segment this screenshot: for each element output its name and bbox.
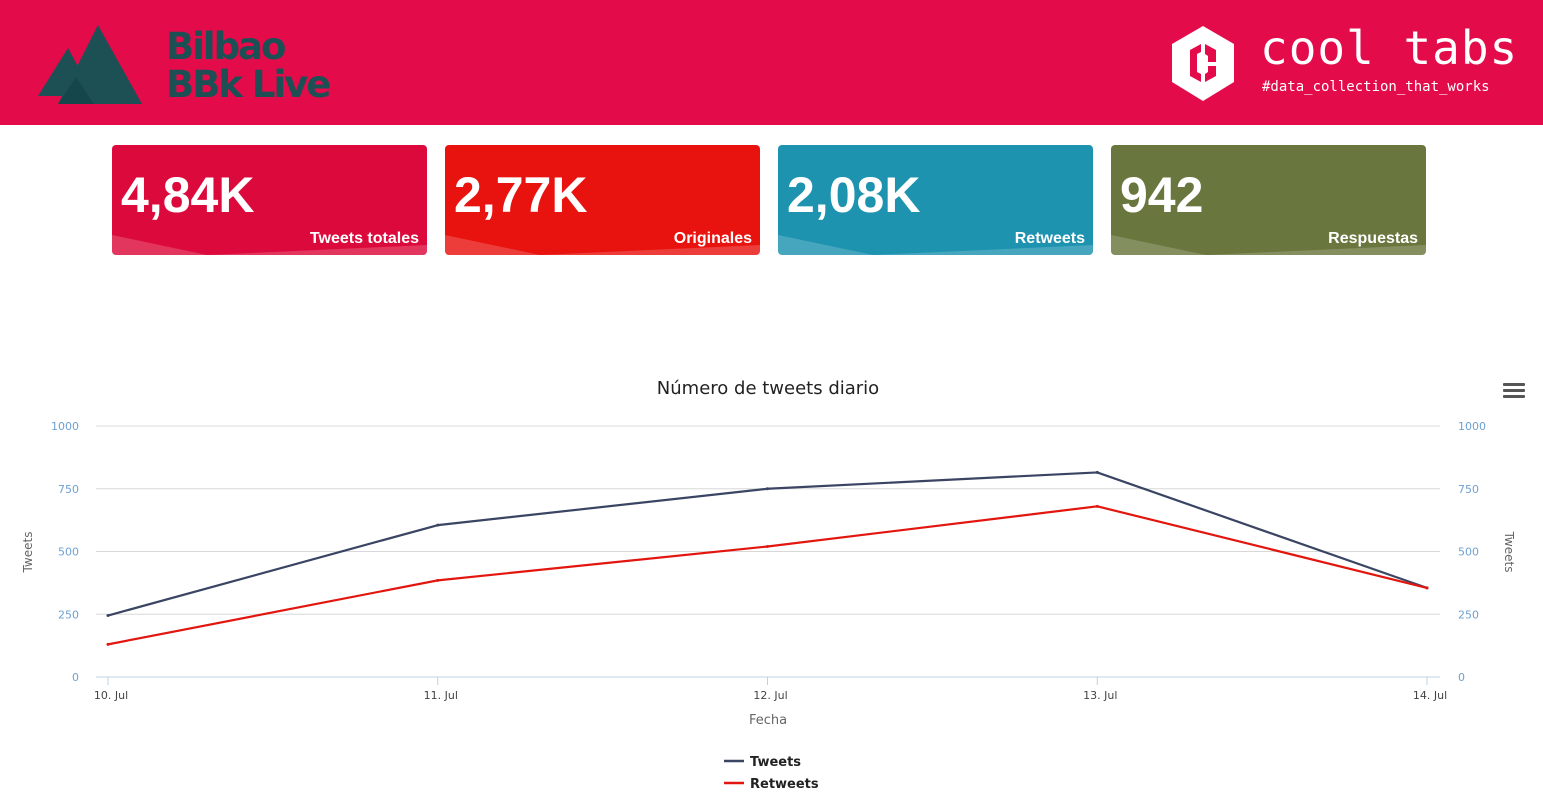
y-tick-label-right: 500	[1458, 546, 1479, 559]
kpi-label: Retweets	[1014, 230, 1085, 247]
x-tick-label: 14. Jul	[1413, 689, 1447, 702]
brand-title: cool tabs	[1260, 21, 1519, 75]
data-point	[766, 544, 769, 548]
kpi-card-respuestas: 942 Respuestas	[1111, 145, 1426, 255]
line-chart: Número de tweets diario 0 0 250 250 500 500 75…	[21, 378, 1516, 792]
kpi-value: 4,84K	[121, 167, 255, 223]
legend-label: Tweets	[750, 755, 801, 770]
brand-tagline: #data_collection_that_works	[1262, 79, 1490, 95]
x-tick-label: 10. Jul	[94, 689, 128, 702]
y-tick-label-left: 250	[58, 608, 79, 621]
header-banner: Bilbao BBk Live cool tabs #data_collecti…	[0, 0, 1543, 125]
kpi-wave-decoration	[112, 235, 427, 255]
kpi-wave-decoration	[778, 235, 1093, 255]
data-point	[1095, 504, 1099, 508]
data-point	[1425, 586, 1429, 590]
mountain-icon	[38, 25, 142, 104]
kpi-value: 2,77K	[454, 167, 588, 223]
x-tick-label: 12. Jul	[753, 689, 787, 702]
cooltabs-hexagon-icon	[1172, 26, 1234, 101]
festival-name-line1: Bilbao	[166, 25, 286, 68]
data-point	[766, 487, 769, 491]
y-axis-title-left: Tweets	[21, 532, 35, 574]
hamburger-menu-icon[interactable]	[1503, 383, 1525, 403]
kpi-card-retweets: 2,08K Retweets	[778, 145, 1093, 255]
kpi-value: 942	[1120, 167, 1204, 223]
kpi-label: Originales	[673, 230, 752, 247]
festival-name-line2: BBk Live	[166, 63, 331, 106]
chart-grid	[96, 425, 1440, 615]
y-axis-title-right: Tweets	[1502, 531, 1516, 573]
kpi-wave-decoration	[1111, 235, 1426, 255]
y-tick-label-left: 0	[72, 671, 79, 684]
festival-logo-text: Bilbao BBk Live	[166, 25, 331, 106]
y-tick-label-left: 1000	[51, 420, 79, 433]
x-tick-label: 11. Jul	[424, 689, 458, 702]
data-point	[436, 523, 440, 527]
y-tick-label-left: 500	[58, 546, 79, 559]
series-line-retweets	[107, 505, 1428, 646]
kpi-label: Respuestas	[1328, 230, 1418, 247]
chart-axes: 0 0 250 250 500 500 750 750 1000 1000 10. Jul 11. J…	[51, 420, 1486, 702]
data-point	[106, 642, 110, 646]
kpi-card-total-tweets: 4,84K Tweets totales	[112, 145, 427, 255]
kpi-label: Tweets totales	[309, 230, 419, 247]
kpi-wave-decoration	[445, 235, 760, 255]
kpi-value: 2,08K	[787, 167, 921, 223]
legend-label: Retweets	[750, 777, 819, 792]
chart-series	[106, 470, 1429, 646]
y-tick-label-left: 750	[58, 483, 79, 496]
y-tick-label-right: 250	[1458, 608, 1479, 621]
kpi-card-originales: 2,77K Originales	[445, 145, 760, 255]
y-tick-label-right: 750	[1458, 483, 1479, 496]
y-tick-label-right: 0	[1458, 671, 1465, 684]
data-point	[436, 578, 440, 582]
chart-title: Número de tweets diario	[657, 378, 879, 399]
data-point	[1095, 470, 1099, 474]
chart-legend: Tweets Retweets	[724, 755, 819, 792]
series-line-tweets	[107, 471, 1428, 617]
y-tick-label-right: 1000	[1458, 420, 1486, 433]
x-tick-label: 13. Jul	[1083, 689, 1117, 702]
x-axis-title: Fecha	[749, 713, 787, 728]
data-point	[106, 614, 110, 618]
